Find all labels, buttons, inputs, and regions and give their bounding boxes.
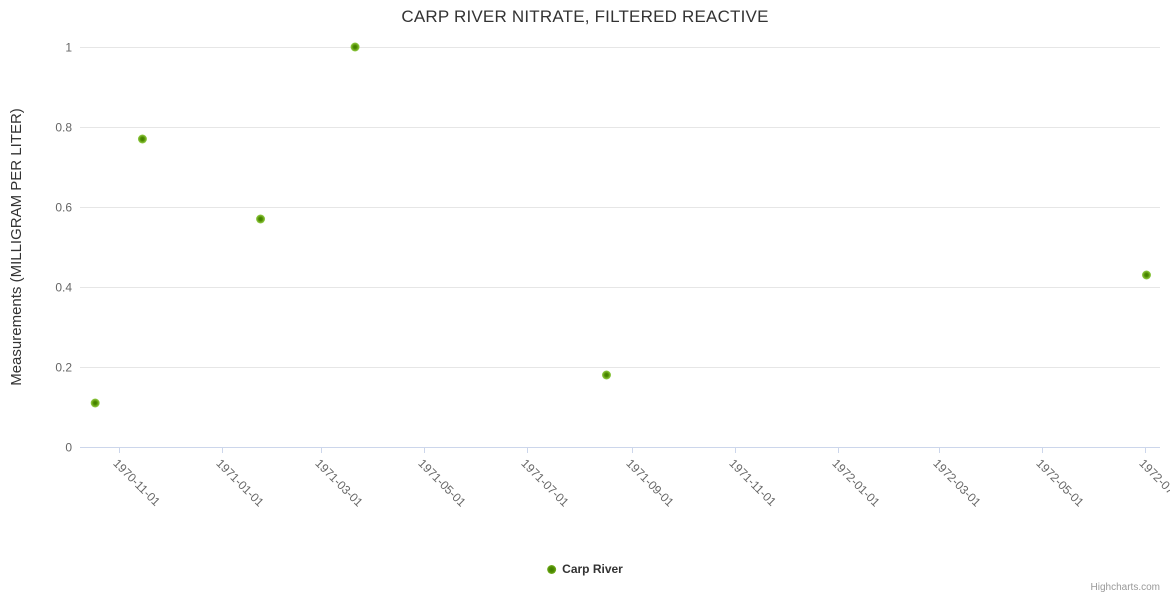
legend-item-carp-river[interactable]: Carp River [547, 562, 623, 576]
data-point[interactable] [90, 398, 100, 408]
y-tick-label: 0.2 [55, 361, 72, 375]
y-tick-label: 0.6 [55, 201, 72, 215]
x-tick-label: 1972-07-01 [1136, 456, 1170, 510]
x-tick-label: 1970-11-01 [110, 456, 163, 509]
y-tick-label: 0.4 [55, 281, 72, 295]
chart-title: CARP RIVER NITRATE, FILTERED REACTIVE [401, 7, 769, 26]
data-point[interactable] [137, 134, 147, 144]
y-tick-label: 0 [65, 441, 72, 455]
legend-label: Carp River [562, 562, 623, 576]
x-tick-label: 1971-05-01 [415, 456, 469, 510]
highcharts-credits-link[interactable]: Highcharts.com [1090, 582, 1160, 593]
y-tick-label: 1 [65, 41, 72, 55]
x-tick-label: 1971-01-01 [213, 456, 267, 510]
x-tick-label: 1971-03-01 [312, 456, 366, 510]
data-point[interactable] [350, 42, 360, 52]
data-point[interactable] [602, 370, 611, 380]
x-tick-label: 1972-05-01 [1033, 456, 1087, 510]
y-tick-label: 0.8 [55, 121, 72, 135]
x-tick-label: 1972-03-01 [930, 456, 984, 510]
data-point[interactable] [1142, 270, 1151, 280]
x-tick-label: 1972-01-01 [829, 456, 883, 510]
y-axis-title: Measurements (MILLIGRAM PER LITER) [8, 108, 25, 386]
x-tick-label: 1971-09-01 [623, 456, 677, 510]
legend-marker-icon [547, 564, 557, 574]
x-tick-label: 1971-11-01 [726, 456, 779, 509]
data-point[interactable] [256, 214, 266, 224]
x-tick-label: 1971-07-01 [518, 456, 572, 510]
